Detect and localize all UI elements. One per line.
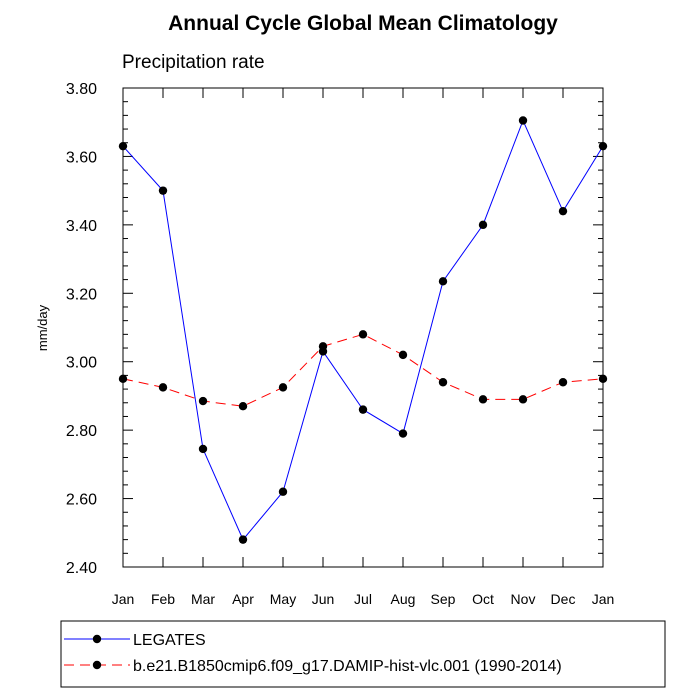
data-point (198, 444, 208, 454)
data-point (518, 395, 528, 404)
series-layer (118, 116, 608, 544)
series-line (122, 119, 604, 541)
data-point (598, 374, 608, 384)
x-tick-label: Mar (191, 591, 215, 607)
x-tick-label: Feb (151, 591, 175, 607)
data-point (398, 350, 408, 360)
plot-frame (122, 87, 604, 568)
x-tick-label: Sep (431, 591, 456, 607)
y-axis-label: mm/day (35, 304, 50, 351)
x-tick-label: Nov (511, 591, 536, 607)
x-tick-label: May (270, 591, 296, 607)
x-tick-label: Jan (592, 591, 615, 607)
data-point (278, 487, 288, 496)
data-point (598, 141, 608, 151)
x-tick-label: Jul (354, 591, 372, 607)
legend: LEGATES b.e21.B1850cmip6.f09_g17.DAMIP-hi… (64, 632, 562, 675)
data-point (238, 535, 248, 544)
data-point (238, 401, 248, 411)
y-tick-label: 3.80 (66, 81, 97, 98)
data-point (558, 378, 568, 387)
legend-box (60, 620, 666, 688)
x-tick-label: Aug (391, 591, 416, 607)
x-tick-label: Oct (472, 591, 494, 607)
y-tick-label: 3.60 (66, 149, 97, 166)
data-point (478, 220, 488, 230)
data-point (358, 405, 368, 414)
y-tick-label: 2.80 (66, 423, 97, 440)
x-tick-label: Jun (312, 591, 335, 607)
chart-title: Annual Cycle Global Mean Climatology (168, 12, 558, 35)
data-point (558, 206, 568, 216)
legend-label: b.e21.B1850cmip6.f09_g17.DAMIP-hist-vlc.… (133, 658, 562, 675)
legend-marker (92, 660, 102, 670)
data-point (398, 429, 408, 438)
legend-label: LEGATES (133, 632, 206, 649)
x-tick-label: Jan (112, 591, 135, 607)
data-point (478, 395, 488, 404)
data-point (198, 396, 208, 406)
legend-marker (92, 634, 102, 644)
y-tick-label: 2.40 (66, 560, 97, 577)
chart-subtitle: Precipitation rate (122, 52, 265, 73)
y-tick-label: 2.60 (66, 492, 97, 509)
data-point (118, 141, 128, 151)
x-tick-label: Apr (232, 591, 254, 607)
x-tick-label: Dec (551, 591, 576, 607)
y-tick-label: 3.00 (66, 355, 97, 372)
y-tick-label: 3.40 (66, 218, 97, 235)
y-tick-label: 3.20 (66, 286, 97, 303)
data-point (358, 330, 368, 339)
data-point (118, 374, 128, 384)
data-point (438, 277, 448, 286)
data-point (158, 186, 168, 195)
axis-ticks: 2.40 2.60 2.80 3.00 3.20 3.40 3.60 3.80 Jan Feb Ma… (66, 81, 614, 607)
data-point (318, 342, 328, 351)
data-point (438, 378, 448, 387)
data-point (278, 383, 288, 392)
data-point (158, 383, 168, 392)
data-point (518, 116, 528, 125)
